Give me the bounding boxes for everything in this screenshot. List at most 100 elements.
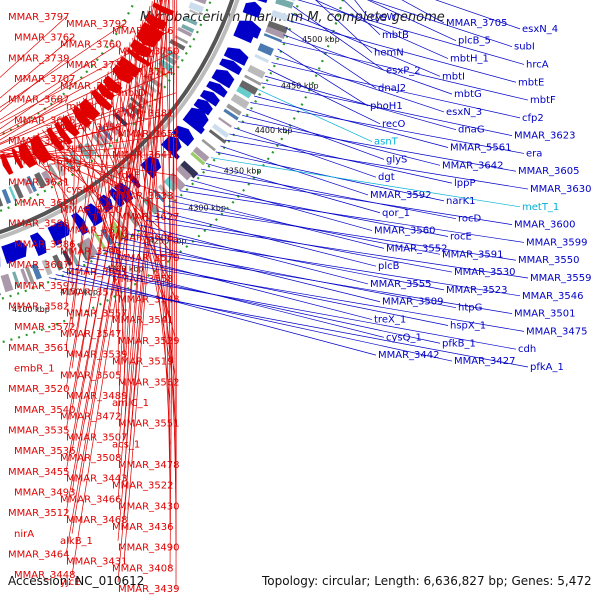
genome-info-label: Topology: circular; Length: 6,636,827 bp… <box>262 574 592 588</box>
cog-block <box>26 175 38 193</box>
reverse-gene-label: pfkA_1 <box>530 362 564 373</box>
forward-label-leader <box>101 79 119 335</box>
forward-label-leader <box>71 5 151 452</box>
forward-gene <box>126 48 152 67</box>
cog-block <box>267 20 289 34</box>
forward-gene-label: MMAR_3522 <box>112 481 174 492</box>
forward-gene-label: mbtD <box>118 88 146 99</box>
forward-label-leader <box>0 126 119 157</box>
forward-label-leader <box>0 37 73 99</box>
forward-gene-label: MMAR_3627 <box>118 212 180 223</box>
reverse-gene-label: MMAR_3546 <box>522 291 584 302</box>
reverse-label-leader <box>277 48 369 107</box>
cog-block <box>67 247 80 267</box>
forward-gene-label: mez <box>60 164 81 175</box>
forward-gene-label: MMAR_3633 <box>112 191 174 202</box>
reverse-gene-label: hrcA <box>526 59 549 70</box>
reverse-gene-label: cysQ_1 <box>386 332 422 343</box>
forward-label-leader <box>71 0 163 576</box>
cog-block <box>121 106 135 120</box>
cog-block <box>208 129 227 144</box>
kbp-tick-label: 4200 kbp <box>106 264 144 273</box>
forward-gene-label: MMAR_3760 <box>60 40 122 51</box>
cog-block <box>98 125 114 141</box>
reverse-gene-label: cdh <box>518 344 536 355</box>
forward-label-leader <box>79 101 119 293</box>
forward-gene-label: MMAR_3540 <box>14 405 76 416</box>
forward-gene-label: MMAR_3547 <box>60 329 122 340</box>
forward-label-leader <box>37 132 67 224</box>
cog-block <box>13 183 24 199</box>
reverse-label-leader <box>145 220 529 279</box>
cog-block <box>188 1 204 14</box>
cog-block <box>0 292 1 296</box>
reverse-label-leader <box>55 274 453 362</box>
forward-gene-label: MMAR_3536 <box>14 446 76 457</box>
reverse-label-leader <box>108 246 513 314</box>
reverse-gene-label: cfp2 <box>522 113 544 124</box>
reverse-gene-label: dnaJ2 <box>378 83 406 94</box>
reverse-gene-label: MMAR_3501 <box>514 309 576 320</box>
reverse-label-leader <box>238 121 517 172</box>
cog-block <box>163 177 179 192</box>
forward-gene-label: MMAR_3512 <box>8 508 70 519</box>
reverse-label-leader <box>250 102 525 154</box>
forward-gene-label: MMAR_3641 <box>112 150 174 161</box>
reverse-gene-label: pfkB_1 <box>442 338 476 349</box>
reverse-gene-label: recO <box>382 119 406 130</box>
forward-label-leader <box>28 137 119 211</box>
forward-gene-label: MMAR_3668 <box>8 136 70 147</box>
forward-gene-label: MMAR_3612 <box>66 226 128 237</box>
forward-gene-label: MMAR_3561 <box>8 343 70 354</box>
reverse-label-leader <box>435 0 521 30</box>
cog-block <box>247 64 266 79</box>
reverse-gene-label: MMAR_3591 <box>442 249 504 260</box>
forward-label-leader <box>71 83 99 328</box>
forward-gene-label: MMAR_3571 <box>60 288 122 299</box>
forward-label-leader <box>0 16 67 78</box>
reverse-gene <box>143 155 162 174</box>
forward-gene-label: MMAR_3490 <box>118 543 180 554</box>
cog-block <box>263 33 283 43</box>
reverse-gene-label: MMAR_3630 <box>530 184 592 195</box>
reverse-gene <box>206 81 228 98</box>
reverse-gene <box>29 232 47 257</box>
cog-block <box>25 266 35 285</box>
kbp-tick-label: 4400 kbp <box>255 126 293 135</box>
forward-gene-label: MMAR_3489 <box>66 391 128 402</box>
forward-gene-label: MMAR_3551 <box>118 419 180 430</box>
kbp-tick-label: 4500 kbp <box>302 35 340 44</box>
reverse-gene <box>184 107 209 130</box>
reverse-gene-label: esxN_4 <box>522 24 558 35</box>
cog-block <box>244 74 262 86</box>
reverse-gene-label: MMAR_3592 <box>370 190 432 201</box>
cog-block <box>289 0 296 2</box>
cog-block <box>160 52 178 66</box>
forward-gene-label: embR_1 <box>14 363 55 374</box>
reverse-label-leader <box>369 0 513 47</box>
reverse-label-leader <box>220 145 369 196</box>
cog-block <box>34 172 47 189</box>
reverse-label-leader <box>290 13 441 77</box>
forward-label-leader <box>5 149 177 176</box>
reverse-gene-label: MMAR_3642 <box>442 160 504 171</box>
reverse-label-leader <box>62 271 377 356</box>
cog-block <box>8 186 17 202</box>
reverse-gene-label: mbtE <box>518 77 544 88</box>
forward-gene-label: MMAR_3548 <box>118 295 180 306</box>
reverse-gene-label: MMAR_3599 <box>526 237 588 248</box>
reverse-gene-label: mbtF <box>530 95 556 106</box>
reverse-gene-label: MMAR_3705 <box>446 18 508 29</box>
reverse-label-leader <box>367 0 457 42</box>
cog-block <box>265 26 286 39</box>
reverse-label-leader <box>354 0 369 18</box>
forward-label-leader <box>24 140 73 204</box>
forward-gene-label: zur <box>66 143 83 154</box>
cog-block <box>175 164 192 181</box>
reverse-gene-label: rocD <box>458 214 482 225</box>
cog-block <box>179 160 199 179</box>
forward-label-leader <box>50 124 73 245</box>
forward-label-leader <box>71 104 76 286</box>
reverse-label-leader <box>205 163 381 214</box>
reverse-gene-label: glyS <box>386 154 407 165</box>
